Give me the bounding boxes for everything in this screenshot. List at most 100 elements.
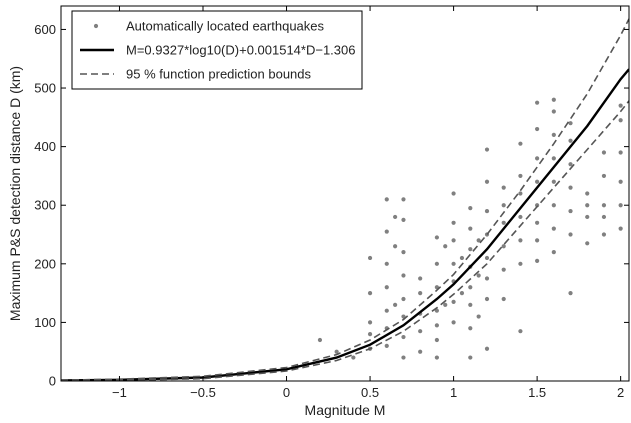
scatter-point [401, 273, 406, 278]
y-tick-label: 0 [49, 374, 56, 389]
scatter-point [535, 238, 540, 243]
scatter-point [451, 261, 456, 266]
scatter-point [317, 337, 323, 343]
scatter-point [551, 156, 556, 161]
scatter-point [518, 191, 523, 196]
scatter-point [568, 138, 573, 143]
scatter-point [468, 247, 473, 252]
scatter-point [551, 132, 556, 138]
scatter-point [451, 320, 456, 325]
prediction-bound-curve [61, 18, 629, 381]
x-axis-label: Magnitude M [305, 402, 386, 418]
scatter-point [618, 179, 623, 184]
scatter-point [484, 255, 490, 261]
scatter-point [551, 179, 556, 184]
scatter-point [384, 285, 389, 290]
scatter-point [459, 291, 465, 296]
y-axis-label: Maximum P&S detection distance D (km) [7, 66, 23, 321]
scatter-point [468, 326, 473, 331]
scatter-point [434, 337, 439, 343]
scatter-series [317, 97, 623, 360]
scatter-point [401, 249, 406, 255]
prediction-bound-curve [61, 100, 629, 381]
y-tick-label: 200 [34, 256, 56, 271]
legend-items: Automatically located earthquakes M=0.932… [80, 19, 355, 82]
scatter-point [484, 179, 490, 184]
fit-curve [61, 68, 629, 381]
scatter-point [518, 141, 523, 146]
scatter-point [367, 255, 373, 261]
scatter-point [601, 214, 607, 220]
scatter-point [518, 238, 523, 243]
scatter-point [535, 100, 540, 105]
scatter-point [451, 299, 456, 304]
scatter-point [484, 276, 490, 281]
scatter-point [468, 285, 473, 290]
scatter-point [418, 291, 423, 296]
scatter-point [468, 355, 473, 360]
scatter-point [568, 121, 573, 126]
scatter-point [334, 349, 339, 354]
x-tick-label: 1.5 [528, 385, 546, 400]
scatter-point [518, 329, 523, 334]
scatter-point [601, 203, 607, 208]
scatter-point [501, 220, 506, 225]
scatter-point [484, 346, 490, 351]
scatter-point [535, 156, 540, 161]
x-tick-label: −1 [112, 385, 127, 400]
scatter-point [451, 191, 456, 196]
scatter-point [484, 147, 490, 152]
plot-area [61, 18, 629, 381]
scatter-point [501, 244, 506, 249]
scatter-point [468, 302, 473, 307]
scatter-point [518, 173, 523, 179]
y-tick-label: 100 [34, 315, 56, 330]
scatter-point [501, 267, 506, 272]
scatter-point [601, 232, 607, 237]
legend-label: M=0.9327*log10(D)+0.001514*D−1.306 [126, 43, 355, 58]
scatter-point [518, 261, 523, 266]
scatter-point [401, 355, 406, 360]
y-tick-label: 500 [34, 81, 56, 96]
scatter-point [501, 185, 506, 190]
scatter-point [401, 197, 406, 202]
scatter-point [351, 355, 356, 360]
scatter-point [451, 238, 456, 243]
scatter-point [393, 214, 398, 220]
x-tick-label: 1 [450, 385, 457, 400]
scatter-point [476, 238, 481, 243]
scatter-point [618, 150, 623, 155]
scatter-point [585, 191, 590, 196]
plot-frame [60, 5, 630, 382]
y-tick-label: 400 [34, 139, 56, 154]
scatter-point [585, 241, 590, 246]
scatter-point [551, 97, 556, 102]
scatter-point [384, 229, 389, 234]
scatter-point [518, 214, 523, 220]
scatter-point [451, 220, 456, 225]
scatter-point [535, 220, 540, 225]
scatter-point [476, 273, 481, 278]
legend: Automatically located earthquakes M=0.932… [71, 10, 363, 90]
axis-ticks: −1 −0.5 0 0.5 1 1.5 2 0 100 200 300 400 500 600 [34, 6, 629, 400]
scatter-point [468, 226, 473, 231]
scatter-point [618, 203, 623, 208]
scatter-point [443, 244, 448, 249]
legend-entry: 95 % function prediction bounds [80, 67, 312, 82]
scatter-point [601, 150, 607, 155]
scatter-point [618, 226, 623, 231]
scatter-point [384, 261, 389, 266]
scatter-point [568, 208, 573, 214]
scatter-point [535, 126, 540, 132]
scatter-point [551, 109, 556, 114]
scatter-point [585, 203, 590, 208]
scatter-point [601, 173, 607, 179]
scatter-point [434, 355, 439, 360]
scatter-point [418, 276, 423, 281]
scatter-point [568, 232, 573, 237]
scatter-point [501, 203, 506, 208]
scatter-point [434, 323, 439, 328]
scatter-point [401, 217, 406, 222]
scatter-point [551, 249, 556, 255]
